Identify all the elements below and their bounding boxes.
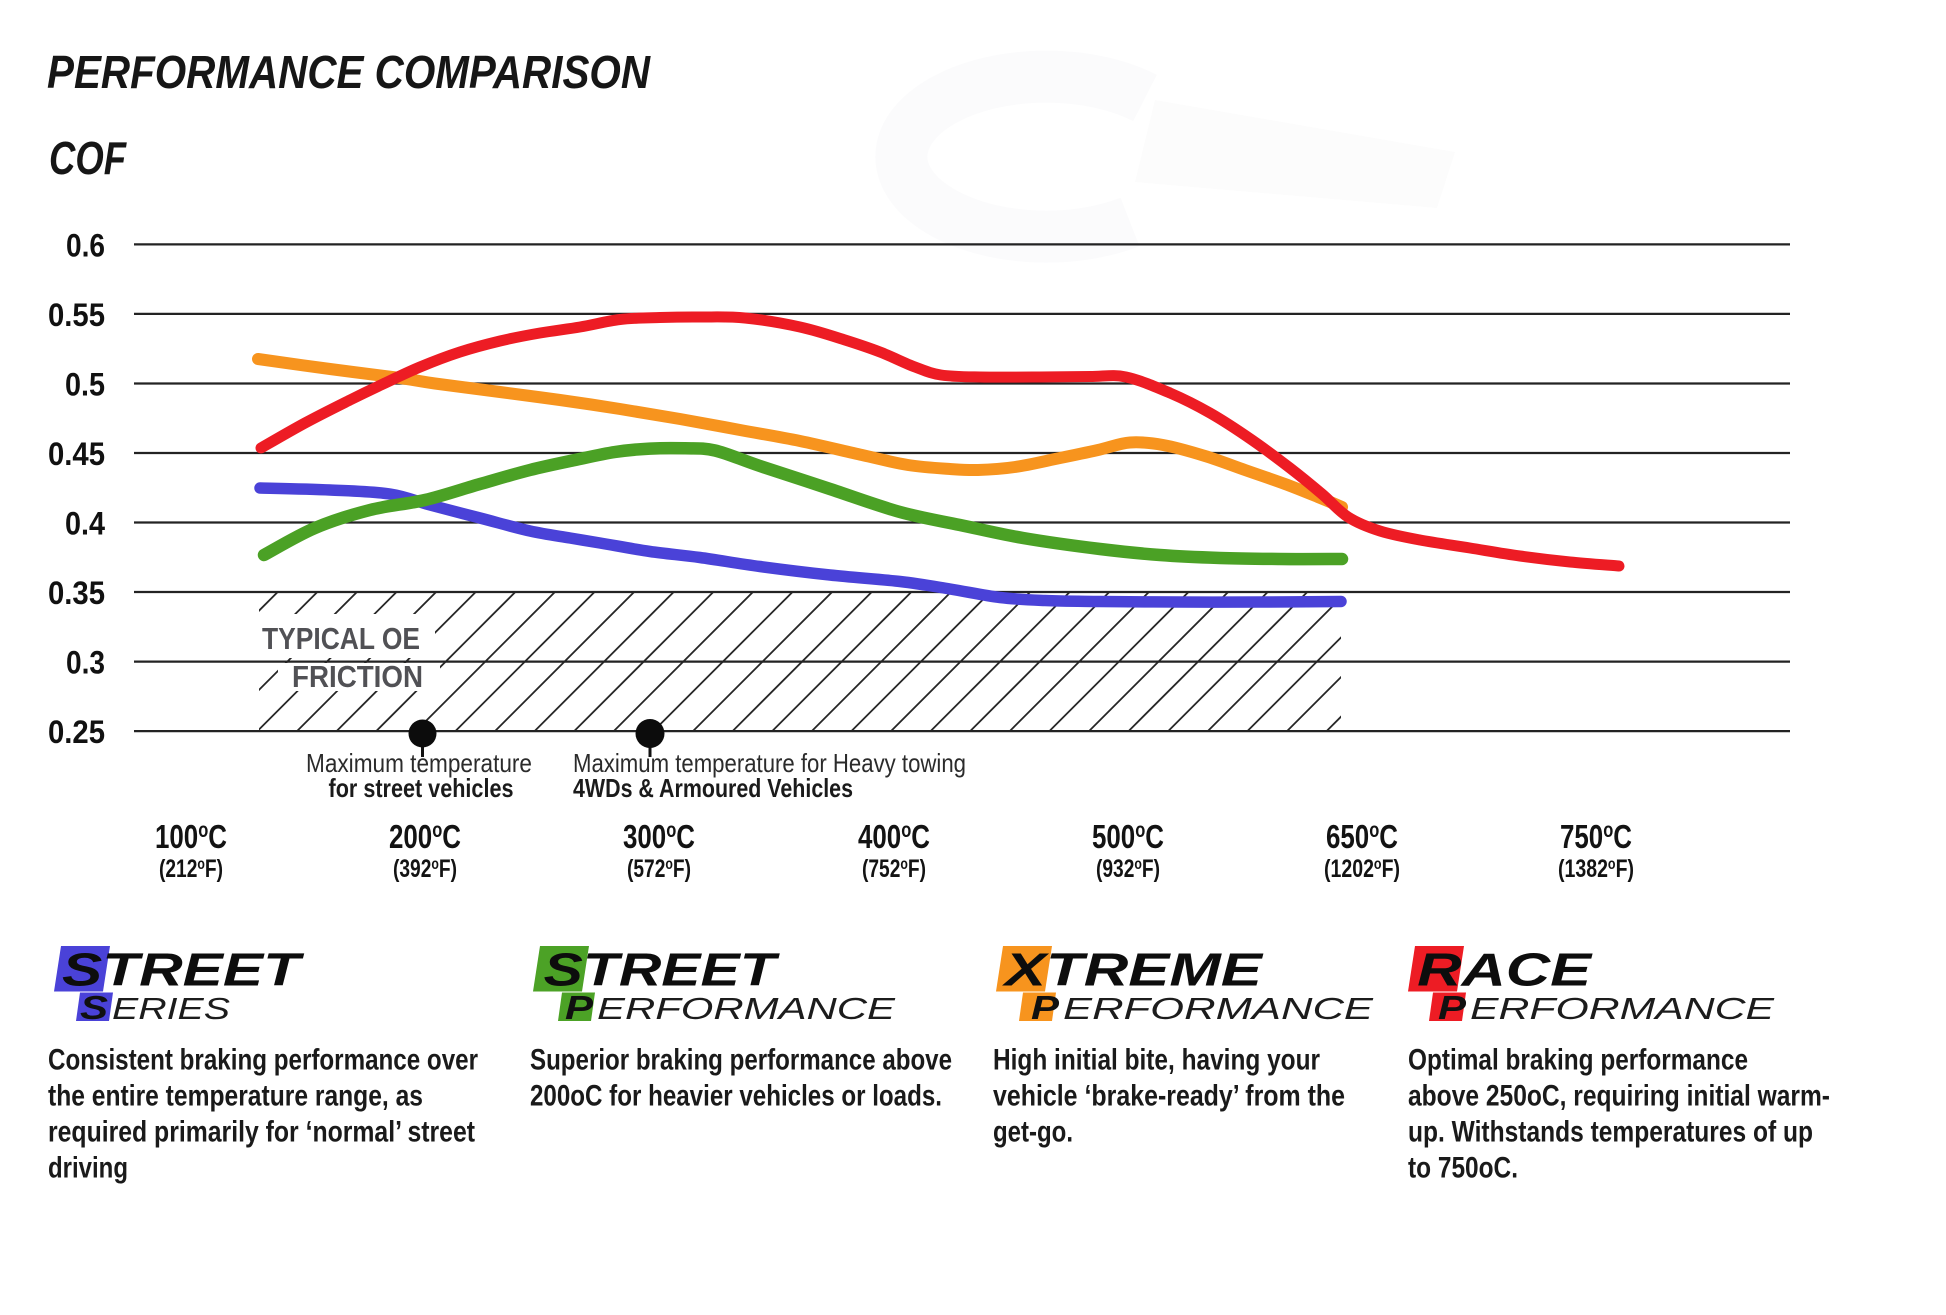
svg-text:0.45: 0.45	[48, 436, 105, 472]
svg-text:required primarily for ‘normal: required primarily for ‘normal’ street	[48, 1116, 475, 1149]
svg-text:(932oF): (932oF)	[1096, 855, 1160, 883]
svg-text:PERFORMANCE COMPARISON: PERFORMANCE COMPARISON	[47, 46, 651, 98]
svg-text:100oC: 100oC	[155, 818, 227, 855]
svg-text:driving: driving	[48, 1152, 128, 1185]
svg-text:STREET: STREET	[62, 944, 305, 996]
svg-text:200oC: 200oC	[389, 818, 461, 855]
svg-text:(572oF): (572oF)	[627, 855, 691, 883]
svg-text:up. Withstands temperatures of: up. Withstands temperatures of up	[1408, 1116, 1813, 1149]
svg-text:get-go.: get-go.	[993, 1116, 1073, 1149]
svg-text:Superior braking performance a: Superior braking performance above	[530, 1044, 952, 1077]
svg-text:4WDs & Armoured Vehicles: 4WDs & Armoured Vehicles	[573, 773, 853, 803]
svg-text:0.35: 0.35	[48, 575, 105, 611]
svg-text:COF: COF	[49, 132, 127, 184]
svg-text:Consistent braking performance: Consistent braking performance over	[48, 1044, 478, 1077]
svg-text:Maximum temperature: Maximum temperature	[306, 748, 532, 778]
svg-text:RACE: RACE	[1417, 944, 1593, 996]
svg-text:300oC: 300oC	[623, 818, 695, 855]
svg-text:ERFORMANCE: ERFORMANCE	[1470, 991, 1774, 1026]
svg-text:High initial bite, having your: High initial bite, having your	[993, 1044, 1320, 1077]
svg-text:(392oF): (392oF)	[393, 855, 457, 883]
svg-text:(1382oF): (1382oF)	[1558, 855, 1634, 883]
svg-text:0.6: 0.6	[66, 227, 105, 263]
svg-text:the entire temperature range,: the entire temperature range, as	[48, 1080, 423, 1113]
svg-text:(752oF): (752oF)	[862, 855, 926, 883]
svg-text:STREET: STREET	[544, 944, 781, 996]
svg-text:S: S	[80, 989, 108, 1026]
svg-text:for street vehicles: for street vehicles	[329, 773, 514, 803]
svg-text:TYPICAL OE: TYPICAL OE	[262, 621, 420, 656]
svg-text:P: P	[565, 989, 594, 1026]
svg-text:FRICTION: FRICTION	[292, 659, 423, 694]
svg-text:0.55: 0.55	[48, 297, 105, 333]
svg-text:500oC: 500oC	[1092, 818, 1164, 855]
svg-text:P: P	[1031, 989, 1060, 1026]
svg-text:(1202oF): (1202oF)	[1324, 855, 1400, 883]
svg-text:P: P	[1438, 989, 1467, 1026]
svg-text:0.4: 0.4	[65, 506, 105, 542]
svg-text:ERFORMANCE: ERFORMANCE	[597, 991, 895, 1026]
svg-text:ERFORMANCE: ERFORMANCE	[1063, 991, 1373, 1026]
svg-text:Maximum temperature for Heavy: Maximum temperature for Heavy towing	[573, 748, 966, 778]
svg-text:XTREME: XTREME	[1001, 944, 1264, 996]
svg-text:to 750oC.: to 750oC.	[1408, 1152, 1518, 1185]
svg-text:0.25: 0.25	[48, 714, 105, 750]
svg-text:750oC: 750oC	[1560, 818, 1632, 855]
svg-text:0.5: 0.5	[65, 367, 105, 403]
svg-text:ERIES: ERIES	[112, 991, 230, 1026]
svg-text:above 250oC, requiring initial: above 250oC, requiring initial warm-	[1408, 1080, 1830, 1113]
svg-text:Optimal braking performance: Optimal braking performance	[1408, 1044, 1748, 1077]
svg-text:0.3: 0.3	[66, 645, 105, 681]
svg-text:(212oF): (212oF)	[159, 855, 223, 883]
svg-text:400oC: 400oC	[858, 818, 930, 855]
svg-text:200oC for heavier vehicles or: 200oC for heavier vehicles or loads.	[530, 1080, 942, 1113]
svg-text:vehicle ‘brake-ready’ from the: vehicle ‘brake-ready’ from the	[993, 1080, 1345, 1113]
svg-text:650oC: 650oC	[1326, 818, 1398, 855]
